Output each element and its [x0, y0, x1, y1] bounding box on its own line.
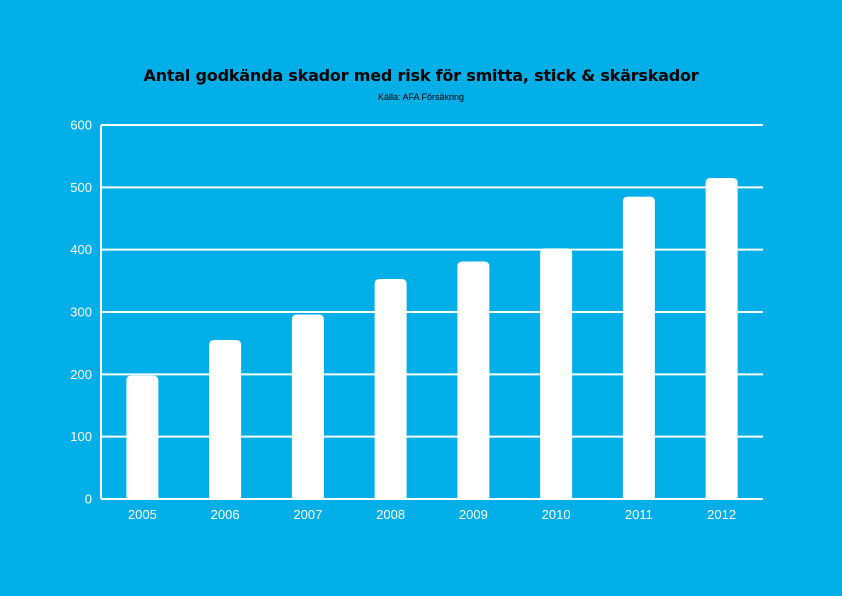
bar-2005	[126, 375, 159, 499]
bar-2011	[622, 196, 655, 499]
bar-2006	[209, 340, 242, 499]
x-tick-label: 2007	[293, 507, 322, 522]
y-tick-label: 0	[85, 492, 92, 507]
y-tick-label: 100	[70, 429, 92, 444]
bar-2012	[705, 177, 738, 499]
y-tick-label: 400	[70, 242, 92, 257]
x-tick-label: 2006	[211, 507, 240, 522]
chart-title: Antal godkända skador med risk för smitt…	[143, 66, 699, 85]
y-tick-label: 500	[70, 180, 92, 195]
x-tick-label: 2009	[459, 507, 488, 522]
y-tick-label: 600	[70, 118, 92, 133]
x-tick-label: 2005	[128, 507, 157, 522]
x-tick-label: 2010	[542, 507, 571, 522]
bar-2009	[457, 261, 490, 499]
bar-2008	[374, 278, 407, 499]
bar-2007	[291, 314, 324, 499]
chart-subtitle: Källa: AFA Försäkring	[377, 92, 465, 102]
y-tick-label: 300	[70, 305, 92, 320]
x-tick-label: 2012	[707, 507, 736, 522]
y-tick-label: 200	[70, 367, 92, 382]
bar-2010	[540, 248, 573, 499]
x-tick-label: 2008	[376, 507, 405, 522]
x-tick-label: 2011	[625, 507, 653, 522]
